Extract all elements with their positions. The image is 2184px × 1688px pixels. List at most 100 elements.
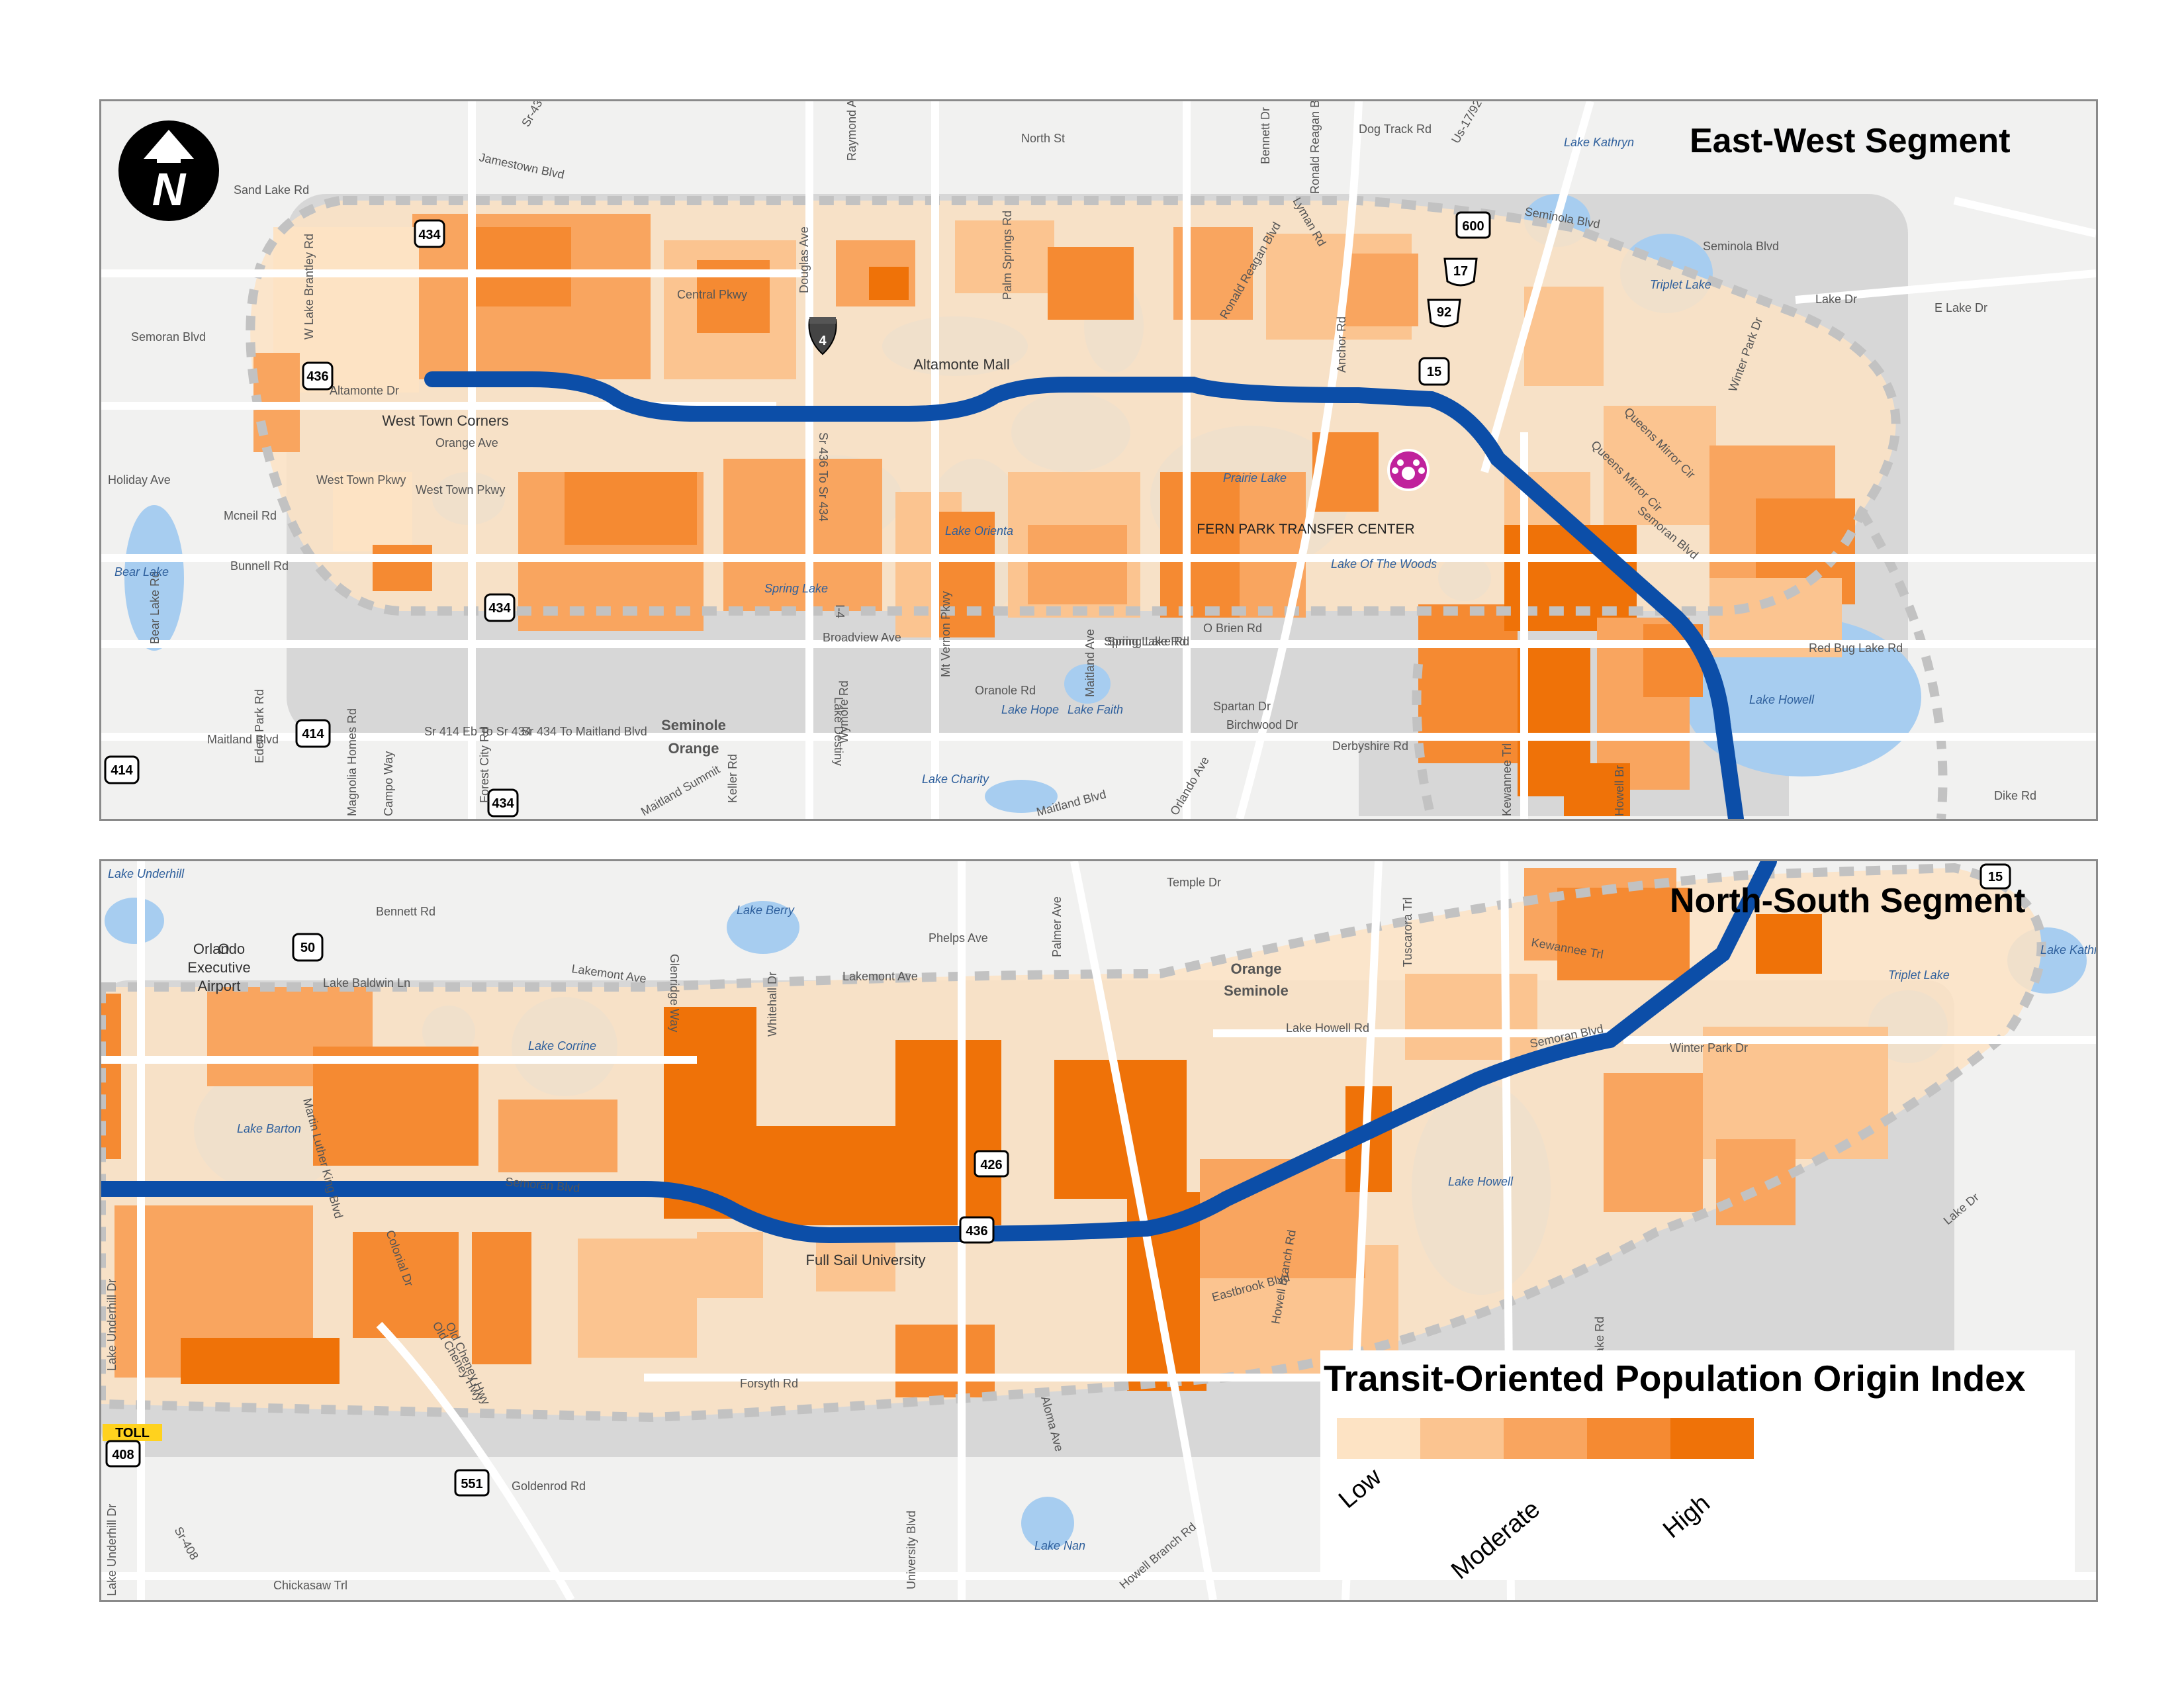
svg-text:Spartan Dr: Spartan Dr bbox=[1213, 700, 1271, 713]
svg-text:Sr-434: Sr-434 bbox=[519, 101, 548, 129]
svg-text:Holiday Ave: Holiday Ave bbox=[108, 473, 171, 487]
svg-text:Bear Lake: Bear Lake bbox=[114, 565, 169, 579]
svg-text:TOLL: TOLL bbox=[115, 1426, 150, 1440]
svg-text:Chickasaw Trl: Chickasaw Trl bbox=[273, 1579, 347, 1592]
svg-text:Douglas Ave: Douglas Ave bbox=[797, 226, 811, 293]
svg-text:436: 436 bbox=[966, 1224, 987, 1239]
svg-text:University Blvd: University Blvd bbox=[905, 1511, 918, 1589]
svg-text:Mcneil Rd: Mcneil Rd bbox=[224, 509, 277, 522]
svg-text:Altamonte Mall: Altamonte Mall bbox=[913, 356, 1010, 373]
legend-class-3 bbox=[1504, 1418, 1587, 1459]
shield-436: 436 bbox=[959, 1216, 995, 1244]
svg-text:Semoran Blvd: Semoran Blvd bbox=[131, 330, 206, 344]
svg-text:Lake Hope: Lake Hope bbox=[1001, 703, 1059, 716]
svg-text:Spring Lake Rd: Spring Lake Rd bbox=[1104, 635, 1186, 648]
svg-text:Central Pkwy: Central Pkwy bbox=[677, 288, 747, 301]
legend-label-moderate: Moderate bbox=[1446, 1495, 1545, 1585]
svg-text:Lake Underhill Dr: Lake Underhill Dr bbox=[105, 1504, 118, 1596]
svg-text:Forsyth Rd: Forsyth Rd bbox=[740, 1377, 798, 1390]
route-line bbox=[424, 371, 1744, 819]
svg-text:Keller Rd: Keller Rd bbox=[726, 754, 739, 803]
svg-text:Lake Baldwin Ln: Lake Baldwin Ln bbox=[323, 976, 410, 990]
svg-text:Campo Way: Campo Way bbox=[382, 751, 395, 816]
svg-text:92: 92 bbox=[1437, 305, 1451, 320]
legend-class-2 bbox=[1420, 1418, 1504, 1459]
svg-text:Bennett Dr: Bennett Dr bbox=[1259, 107, 1272, 164]
svg-text:Jamestown Blvd: Jamestown Blvd bbox=[478, 150, 565, 181]
svg-text:15: 15 bbox=[1427, 365, 1441, 379]
svg-text:Sr 436 To Sr 434: Sr 436 To Sr 434 bbox=[817, 432, 830, 522]
svg-text:Sand Lake Rd: Sand Lake Rd bbox=[234, 183, 309, 197]
svg-text:Orange: Orange bbox=[1230, 961, 1281, 977]
shield-15: 15 bbox=[1979, 863, 2011, 890]
svg-text:Phelps Ave: Phelps Ave bbox=[929, 931, 988, 945]
svg-text:Eden Park Rd: Eden Park Rd bbox=[253, 689, 266, 763]
shield-434-b: 434 bbox=[484, 593, 516, 622]
svg-text:Raymond Ave: Raymond Ave bbox=[845, 101, 858, 161]
shield-434-a: 434 bbox=[414, 219, 445, 248]
svg-text:North St: North St bbox=[1021, 132, 1065, 145]
svg-text:N: N bbox=[152, 164, 187, 215]
svg-text:Us-17/92: Us-17/92 bbox=[1449, 101, 1484, 146]
us-route-shield-icon: 17 bbox=[1443, 258, 1478, 287]
legend-class-1 bbox=[1337, 1418, 1420, 1459]
svg-text:Bunnell Rd: Bunnell Rd bbox=[230, 559, 289, 573]
svg-text:Red Bug Lake Rd: Red Bug Lake Rd bbox=[1809, 641, 1903, 655]
place-labels: O Orange Seminole Full Sail University bbox=[218, 941, 1288, 1268]
study-buffer-outline bbox=[246, 196, 1901, 616]
svg-text:Forest City Rd: Forest City Rd bbox=[478, 727, 491, 803]
svg-text:426: 426 bbox=[980, 1158, 1002, 1172]
airport-label: Orlando Executive Airport bbox=[187, 941, 250, 994]
svg-text:434: 434 bbox=[488, 601, 511, 616]
route-line bbox=[101, 861, 1777, 1244]
svg-text:Lake Barton: Lake Barton bbox=[237, 1122, 301, 1135]
svg-text:Lake Faith: Lake Faith bbox=[1068, 703, 1123, 716]
svg-text:O: O bbox=[218, 941, 229, 957]
svg-text:Kewannee Trl: Kewannee Trl bbox=[1500, 743, 1514, 816]
east-west-map-panel[interactable]: 434 436 434 434 4 600 17 92 bbox=[99, 99, 2098, 821]
svg-text:Goldenrod Rd: Goldenrod Rd bbox=[512, 1479, 586, 1493]
svg-text:Orange Ave: Orange Ave bbox=[435, 436, 498, 449]
svg-text:Altamonte Dr: Altamonte Dr bbox=[330, 384, 399, 397]
svg-text:Dog Track Rd: Dog Track Rd bbox=[1359, 122, 1432, 136]
svg-text:Spring Lake: Spring Lake bbox=[764, 582, 828, 595]
svg-text:17: 17 bbox=[1453, 264, 1468, 279]
svg-text:West Town Pkwy: West Town Pkwy bbox=[316, 473, 406, 487]
svg-text:Bear Lake Rd: Bear Lake Rd bbox=[148, 571, 161, 644]
shield-414-a: 414 bbox=[295, 719, 331, 748]
svg-text:Lake Underhill: Lake Underhill bbox=[108, 867, 185, 880]
svg-text:Glenridge Way: Glenridge Way bbox=[668, 954, 681, 1032]
east-west-title: East-West Segment bbox=[1690, 122, 2011, 160]
north-south-title: North-South Segment bbox=[1670, 882, 2026, 920]
shield-426: 426 bbox=[974, 1150, 1009, 1178]
svg-text:Palmer Ave: Palmer Ave bbox=[1050, 896, 1064, 957]
svg-text:Oranole Rd: Oranole Rd bbox=[975, 684, 1036, 697]
shield-15: 15 bbox=[1418, 357, 1450, 386]
svg-text:Triplet Lake: Triplet Lake bbox=[1650, 278, 1711, 291]
svg-text:436: 436 bbox=[306, 369, 328, 384]
svg-text:Winter Park Dr: Winter Park Dr bbox=[1670, 1041, 1748, 1055]
lake-labels: Lake Kathryn Triplet Lake Lake Orienta P… bbox=[114, 136, 1815, 786]
north-arrow-icon: N bbox=[116, 118, 222, 224]
origin-index-blocks bbox=[101, 868, 1888, 1397]
shield-551: 551 bbox=[454, 1469, 490, 1497]
svg-text:Sr-408: Sr-408 bbox=[172, 1524, 201, 1562]
svg-text:West Town Pkwy: West Town Pkwy bbox=[416, 483, 505, 496]
svg-text:Whitehall Dr: Whitehall Dr bbox=[766, 972, 779, 1037]
svg-text:Orlando: Orlando bbox=[193, 941, 245, 957]
east-west-map: 434 436 434 434 4 600 17 92 bbox=[101, 101, 2096, 819]
svg-text:551: 551 bbox=[461, 1477, 482, 1491]
svg-text:408: 408 bbox=[112, 1448, 134, 1462]
svg-text:Temple Dr: Temple Dr bbox=[1167, 876, 1221, 889]
svg-text:I-4: I-4 bbox=[833, 604, 846, 618]
svg-text:Lake Destiny: Lake Destiny bbox=[832, 697, 845, 766]
svg-text:Maitland Blvd: Maitland Blvd bbox=[207, 733, 279, 746]
svg-text:Orange: Orange bbox=[668, 740, 719, 757]
svg-text:414: 414 bbox=[111, 763, 133, 778]
svg-text:Lake Nan: Lake Nan bbox=[1034, 1539, 1085, 1552]
svg-text:Seminole: Seminole bbox=[661, 717, 726, 733]
svg-text:Lake Corrine: Lake Corrine bbox=[528, 1039, 596, 1053]
svg-text:Lake Charity: Lake Charity bbox=[922, 773, 989, 786]
legend-class-5 bbox=[1670, 1418, 1754, 1459]
svg-text:Howell Branch Rd: Howell Branch Rd bbox=[1117, 1520, 1199, 1591]
